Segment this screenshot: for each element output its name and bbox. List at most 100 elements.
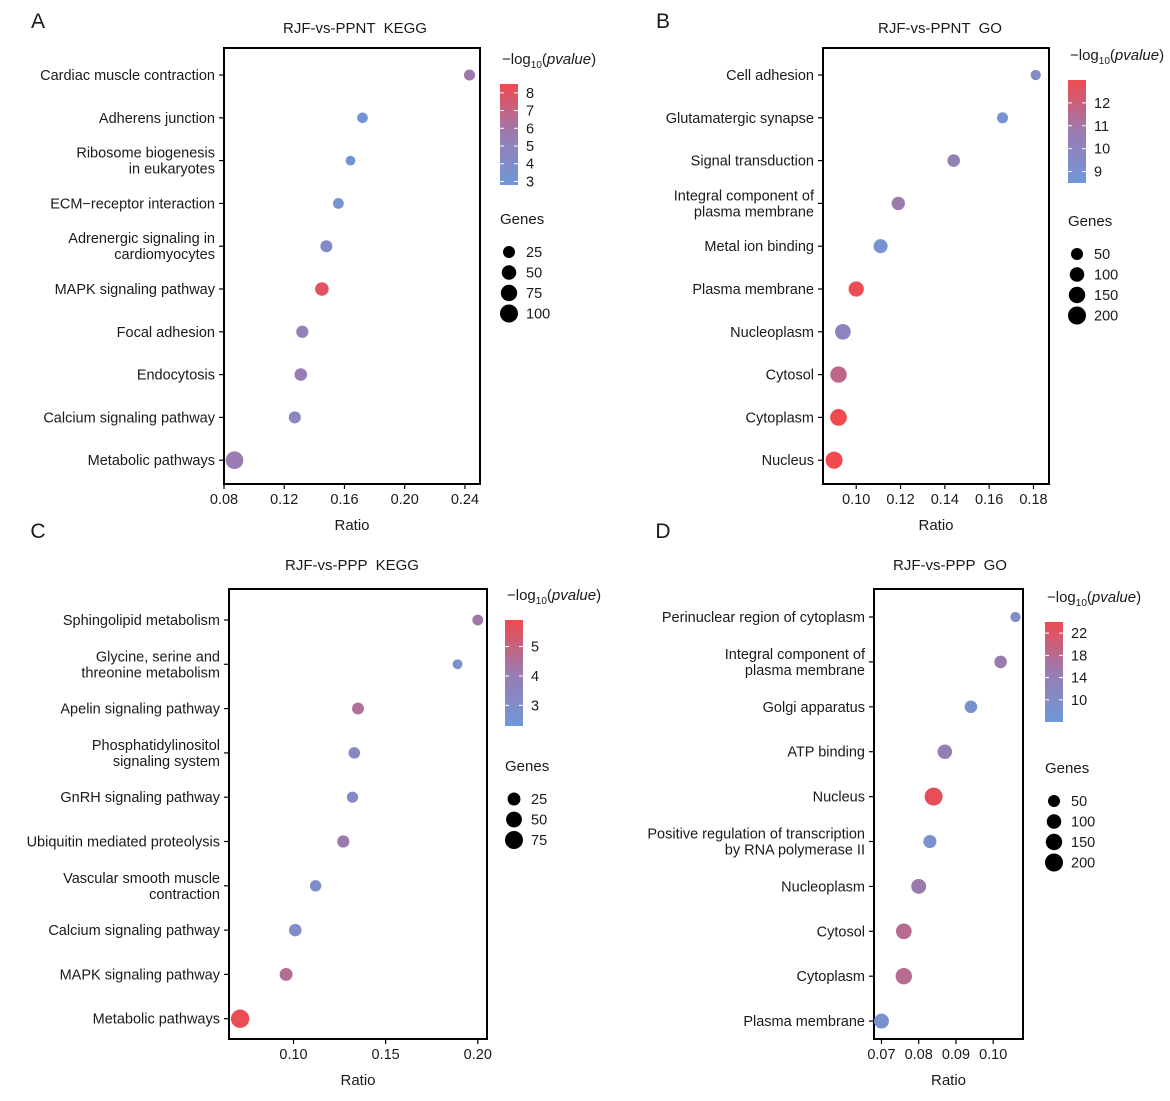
point	[230, 1009, 250, 1028]
panel-b: B RJF-vs-PPNT GO Cell adhesion Glutamatergi…	[656, 10, 1164, 534]
point	[288, 411, 301, 424]
y-tick-label: Calcium signaling pathway	[43, 410, 215, 426]
colorbar-tick-label: 7	[526, 104, 534, 120]
y-tick-label: Apelin signaling pathway	[60, 702, 220, 718]
y-tick-label: Adrenergic signaling in cardiomyocytes	[68, 231, 215, 263]
y-tick-label: Ubiquitin mediated proteolysis	[27, 835, 220, 851]
plot-frame	[223, 47, 481, 485]
point	[835, 323, 851, 340]
size-legend-dot	[1068, 306, 1086, 325]
x-tick-label: 0.07	[867, 1047, 895, 1063]
y-tick-label: Endocytosis	[137, 368, 215, 384]
colorbar-tick-label: 8	[526, 86, 534, 102]
size-legend-dot	[505, 831, 523, 849]
y-tick-label: Integral component of plasma membrane	[674, 188, 815, 220]
point	[994, 655, 1007, 669]
y-tick-label: Glycine, serine and threonine metabolism	[81, 649, 220, 681]
point	[337, 835, 350, 848]
size-legend-label: 25	[531, 792, 547, 808]
point	[947, 154, 960, 167]
colorbar	[505, 620, 523, 726]
point	[452, 659, 463, 670]
color-legend-title: −log10(pvalue)	[507, 587, 601, 607]
point	[964, 700, 978, 714]
colorbar-tick-label: 3	[526, 174, 534, 190]
size-legend-label: 100	[1071, 815, 1095, 831]
size-legend-dot	[1045, 833, 1063, 851]
colorbar-tick-label: 12	[1094, 96, 1110, 112]
y-tick-label: Cell adhesion	[726, 68, 814, 84]
colorbar-tick-label: 14	[1071, 671, 1087, 687]
point	[830, 366, 847, 383]
x-tick-label: 0.24	[451, 492, 479, 508]
point	[825, 451, 843, 469]
x-tick-label: 0.16	[975, 492, 1003, 508]
point	[315, 282, 329, 296]
size-legend-label: 50	[526, 266, 542, 282]
point	[289, 923, 302, 937]
y-tick-label: Golgi apparatus	[763, 700, 865, 716]
color-legend-title: −log10(pvalue)	[1047, 589, 1141, 609]
colorbar-tick-label: 4	[531, 669, 539, 685]
y-tick-label: MAPK signaling pathway	[55, 282, 216, 298]
point	[333, 198, 344, 209]
point	[874, 1013, 889, 1029]
y-tick-label: Signal transduction	[691, 154, 814, 170]
point	[873, 239, 888, 254]
x-tick-label: 0.09	[942, 1047, 970, 1063]
x-axis-label: Ratio	[334, 517, 369, 534]
size-legend-label: 50	[531, 813, 547, 829]
point	[352, 702, 364, 715]
y-tick-label: Ribosome biogenesis in eukaryotes	[76, 146, 215, 178]
size-legend-title: Genes	[505, 758, 549, 775]
size-legend-dot	[500, 304, 518, 323]
y-tick-label: Metabolic pathways	[93, 1012, 220, 1028]
y-tick-label: Adherens junction	[99, 111, 215, 127]
plot-frame	[873, 588, 1024, 1040]
colorbar-tick-label: 5	[531, 640, 539, 656]
size-legend-dot	[507, 792, 521, 806]
x-tick-label: 0.10	[979, 1047, 1007, 1063]
colorbar-tick-label: 3	[531, 698, 539, 714]
size-legend-label: 100	[526, 307, 550, 323]
colorbar-tick-label: 10	[1071, 693, 1087, 709]
point	[357, 112, 368, 124]
y-tick-label: Sphingolipid metabolism	[63, 613, 220, 629]
y-tick-label: Perinuclear region of cytoplasm	[662, 610, 865, 626]
y-tick-label: Plasma membrane	[743, 1014, 865, 1030]
y-tick-label: Cytosol	[817, 924, 865, 940]
y-tick-label: Nucleus	[762, 453, 814, 469]
panel-a: A RJF-vs-PPNT KEGG Cardiac muscle contract…	[31, 10, 596, 534]
x-tick-label: 0.10	[842, 492, 870, 508]
point	[348, 747, 361, 759]
size-legend-label: 25	[526, 245, 542, 261]
point	[924, 787, 943, 806]
x-tick-label: 0.20	[464, 1047, 492, 1063]
point	[830, 409, 847, 426]
x-axis-label: Ratio	[918, 517, 953, 534]
size-legend-dot	[506, 811, 522, 828]
size-legend-label: 75	[531, 833, 547, 849]
colorbar	[1068, 80, 1086, 183]
colorbar	[500, 84, 518, 185]
y-tick-label: Glutamatergic synapse	[666, 111, 814, 127]
y-tick-label: Phosphatidylinositol signaling system	[92, 738, 220, 770]
y-tick-label: Calcium signaling pathway	[48, 923, 220, 939]
y-tick-label: Metal ion binding	[704, 239, 814, 255]
size-legend-dot	[503, 246, 515, 258]
y-tick-label: GnRH signaling pathway	[60, 790, 220, 806]
color-legend-title: −log10(pvalue)	[1070, 47, 1164, 67]
color-legend-title: −log10(pvalue)	[502, 51, 596, 71]
point	[346, 791, 359, 803]
size-legend-title: Genes	[1045, 760, 1089, 777]
colorbar-tick-label: 11	[1094, 119, 1109, 135]
size-legend-dot	[500, 284, 518, 302]
chart-title: RJF-vs-PPNT KEGG	[283, 20, 427, 37]
y-tick-label: Cytoplasm	[746, 410, 815, 426]
x-tick-label: 0.12	[270, 492, 298, 508]
point	[1030, 69, 1041, 81]
size-legend-dot	[501, 265, 517, 280]
colorbar-tick-label: 9	[1094, 165, 1102, 181]
colorbar	[1045, 622, 1063, 722]
